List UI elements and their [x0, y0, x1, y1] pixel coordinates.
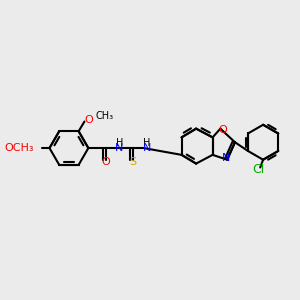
Text: O: O — [84, 115, 93, 124]
Text: H: H — [116, 138, 123, 148]
Text: OCH₃: OCH₃ — [4, 143, 34, 153]
Text: Cl: Cl — [252, 163, 264, 176]
Text: CH₃: CH₃ — [95, 111, 113, 121]
Text: H: H — [143, 138, 150, 148]
Text: N: N — [222, 153, 230, 163]
Text: N: N — [142, 143, 151, 153]
Text: S: S — [129, 157, 137, 167]
Text: O: O — [101, 157, 110, 167]
Text: O: O — [218, 124, 227, 135]
Text: N: N — [115, 143, 124, 153]
